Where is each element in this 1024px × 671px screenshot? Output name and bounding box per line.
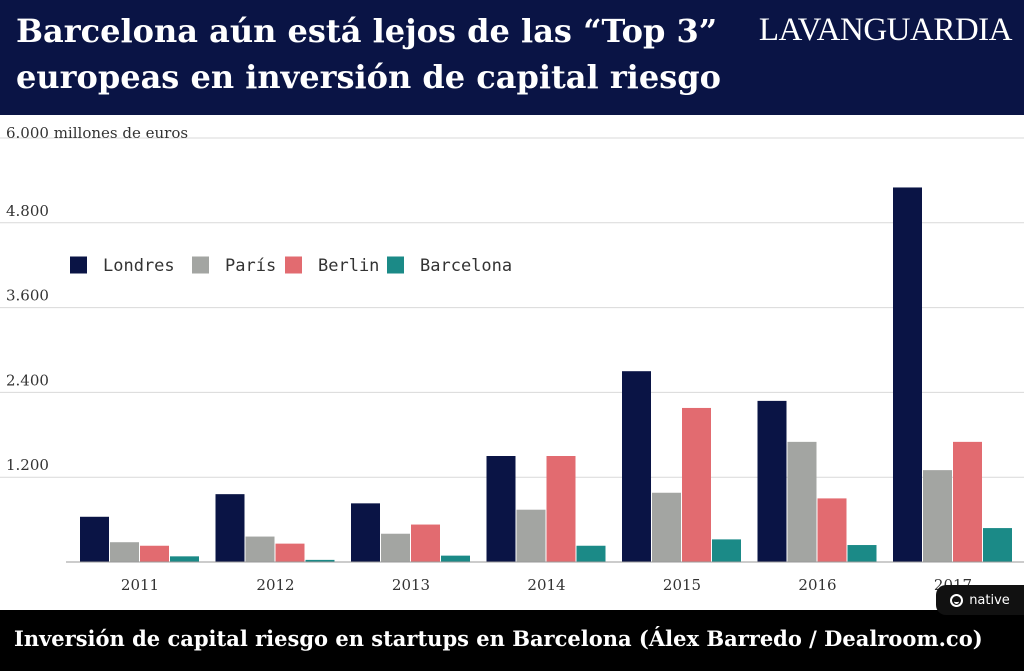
- caption-text: Inversión de capital riesgo en startups …: [14, 626, 983, 651]
- legend-swatch-pars: [192, 256, 209, 274]
- y-tick-label: 4.800: [6, 202, 49, 220]
- bar-berlin-2012: [275, 543, 305, 562]
- bar-barcelona-2014: [576, 545, 606, 562]
- chart-header: Barcelona aún está lejos de las “Top 3” …: [0, 0, 1024, 115]
- bar-berlin-2011: [140, 545, 169, 562]
- native-logo-icon: [950, 593, 964, 607]
- bar-londres-2013: [351, 503, 380, 562]
- chart-title: Barcelona aún está lejos de las “Top 3” …: [16, 12, 721, 96]
- bar-londres-2011: [80, 516, 109, 562]
- bar-barcelona-2017: [983, 528, 1012, 562]
- bar-berlin-2015: [682, 407, 711, 562]
- x-tick-label: 2014: [527, 576, 565, 594]
- native-badge-label: native: [969, 592, 1010, 608]
- x-tick-label: 2011: [121, 576, 159, 594]
- legend-label-barcelona: Barcelona: [420, 256, 512, 276]
- bar-barcelona-2013: [441, 555, 470, 562]
- x-tick-label: 2013: [392, 576, 430, 594]
- legend-swatch-londres: [70, 256, 87, 274]
- bar-pars-2016: [787, 441, 817, 562]
- bar-londres-2012: [215, 494, 245, 562]
- x-tick-label: 2012: [256, 576, 294, 594]
- bar-berlin-2017: [953, 441, 982, 562]
- y-tick-label: 3.600: [6, 287, 49, 305]
- y-tick-label: 1.200: [6, 456, 49, 474]
- bar-barcelona-2016: [847, 545, 877, 562]
- bar-barcelona-2012: [305, 559, 335, 562]
- image-caption: Inversión de capital riesgo en startups …: [0, 610, 1024, 671]
- bar-londres-2016: [757, 400, 787, 562]
- bar-londres-2017: [893, 187, 922, 562]
- legend-label-pars: París: [225, 256, 276, 276]
- legend-swatch-berlin: [285, 256, 302, 274]
- bar-londres-2015: [622, 371, 651, 562]
- bar-berlin-2014: [546, 456, 576, 562]
- bar-pars-2012: [245, 536, 275, 562]
- bar-pars-2011: [110, 542, 139, 562]
- bar-pars-2013: [381, 533, 410, 562]
- bar-barcelona-2011: [170, 556, 199, 562]
- x-tick-label: 2015: [663, 576, 701, 594]
- bar-barcelona-2015: [712, 539, 741, 562]
- y-tick-label: 2.400: [6, 371, 49, 389]
- brand-logo: LAVANGUARDIA: [758, 12, 1013, 48]
- legend-label-berlin: Berlin: [318, 256, 379, 276]
- x-tick-label: 2016: [798, 576, 836, 594]
- bar-berlin-2013: [411, 524, 440, 562]
- bar-pars-2017: [923, 470, 952, 562]
- legend-label-londres: Londres: [103, 256, 175, 276]
- native-badge[interactable]: native: [936, 585, 1024, 615]
- bar-pars-2014: [516, 509, 546, 562]
- legend-swatch-barcelona: [387, 256, 404, 274]
- y-axis-label: 6.000 millones de euros: [6, 124, 188, 142]
- bar-londres-2014: [486, 456, 516, 562]
- bar-pars-2015: [652, 492, 681, 562]
- bar-berlin-2016: [817, 498, 847, 562]
- bar-chart: 6.000 millones de euros 1.200 2.400 3.600 4.…: [0, 124, 1024, 594]
